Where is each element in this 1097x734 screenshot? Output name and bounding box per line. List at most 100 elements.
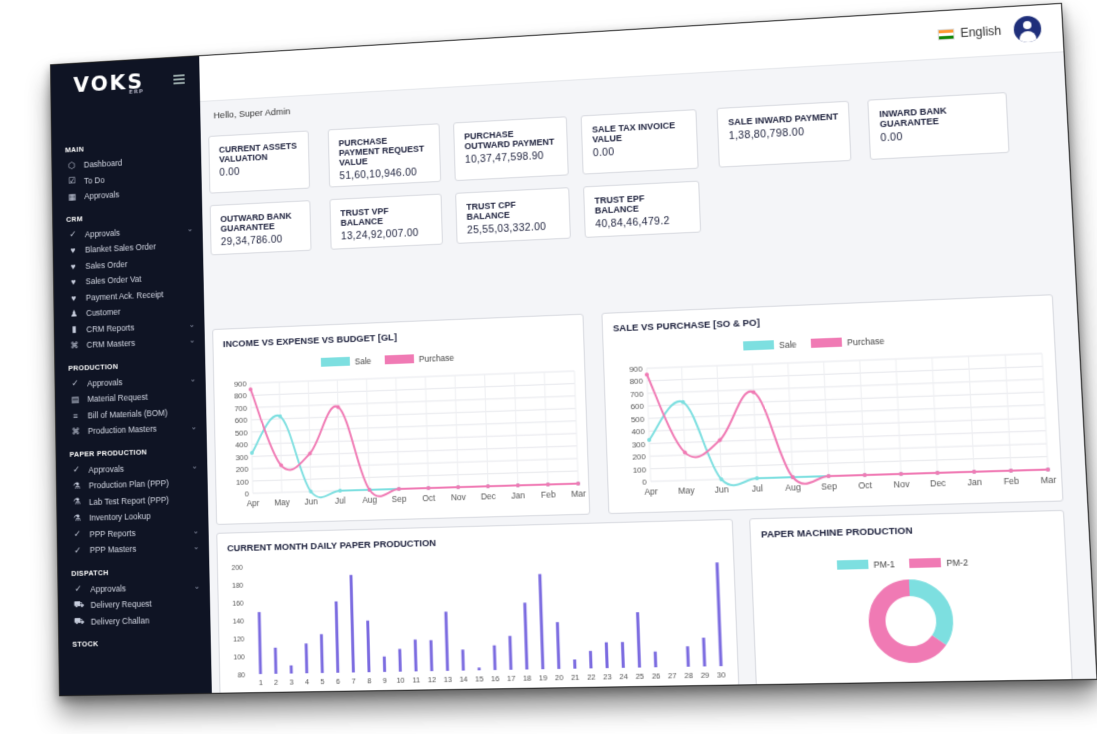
data-point[interactable] (935, 471, 939, 475)
bar[interactable] (290, 665, 293, 673)
data-point[interactable] (755, 476, 759, 480)
bar[interactable] (523, 603, 528, 670)
bar[interactable] (508, 636, 512, 670)
bar[interactable] (556, 622, 561, 669)
kpi-card[interactable]: PURCHASE OUTWARD PAYMENT 10,37,47,598.90 (453, 116, 569, 181)
bar[interactable] (493, 645, 497, 670)
x-tick-label: Sep (392, 494, 407, 504)
y-tick-label: 400 (631, 427, 645, 437)
y-tick-label: 700 (234, 404, 248, 414)
check-circle-icon: ✓ (73, 545, 83, 556)
kpi-card-value: 40,84,46,479.2 (595, 214, 690, 230)
check-circle-icon: ✓ (68, 229, 77, 240)
data-point[interactable] (1009, 469, 1013, 473)
india-flag-icon (937, 28, 954, 40)
data-point[interactable] (426, 486, 430, 490)
bar[interactable] (589, 651, 593, 669)
grid-line (308, 381, 311, 492)
bar[interactable] (636, 612, 641, 667)
line-chart-svg: 0100200300400500600700800900Apr May Jun Jul… (213, 315, 591, 526)
x-tick-label: 7 (351, 676, 355, 685)
language-selector[interactable]: English (937, 24, 1002, 42)
bar[interactable] (478, 668, 481, 671)
bar[interactable] (258, 612, 262, 674)
data-point[interactable] (972, 470, 976, 474)
kpi-card[interactable]: PURCHASE PAYMENT REQUEST VALUE 51,60,10,… (328, 123, 441, 187)
bar[interactable] (429, 640, 433, 671)
sidebar-item-label: Production Masters (88, 424, 157, 436)
bar[interactable] (573, 659, 576, 668)
sidebar: MAIN ⬡ Dashboard ☑ To Do ▦ Approvals CRM… (52, 102, 212, 695)
bar[interactable] (702, 638, 706, 667)
bar[interactable] (444, 612, 449, 671)
greeting: Hello, Super Admin (213, 106, 290, 121)
x-tick-label: 26 (652, 671, 661, 681)
check-circle-icon: ✓ (72, 465, 81, 476)
x-tick-label: 2 (274, 678, 278, 687)
chevron-down-icon: ⌄ (193, 526, 200, 535)
bar[interactable] (383, 656, 386, 671)
bar[interactable] (398, 649, 402, 672)
bar[interactable] (686, 646, 690, 666)
data-point[interactable] (456, 485, 460, 489)
bar[interactable] (335, 601, 340, 672)
kpi-card[interactable]: SALE INWARD PAYMENT 1,38,80,798.00 (717, 101, 852, 168)
hamburger-menu-icon[interactable] (173, 74, 184, 84)
bar[interactable] (654, 652, 658, 668)
pie-slice[interactable] (909, 579, 954, 646)
kpi-card[interactable]: INWARD BANK GUARANTEE 0.00 (867, 92, 1009, 160)
data-point[interactable] (546, 482, 550, 486)
data-point[interactable] (397, 487, 401, 491)
bar[interactable] (605, 642, 609, 668)
data-point[interactable] (863, 473, 867, 477)
bar[interactable] (461, 650, 465, 671)
grid-line (649, 418, 1045, 431)
data-point[interactable] (826, 474, 830, 478)
grid-line (514, 373, 518, 485)
bar[interactable] (320, 634, 324, 673)
bar[interactable] (414, 640, 418, 672)
data-point[interactable] (338, 489, 342, 493)
x-tick-label: Jan (967, 478, 982, 488)
user-plus-icon: ♟ (69, 308, 78, 319)
bar[interactable] (715, 562, 722, 666)
chevron-down-icon: ⌄ (189, 336, 196, 345)
y-tick-label: 400 (235, 440, 249, 450)
data-point[interactable] (1046, 467, 1050, 471)
kpi-card-value: 29,34,786.00 (221, 233, 301, 248)
sidebar-item[interactable]: ⛟ Delivery Challan (59, 611, 211, 630)
y-tick-label: 100 (233, 654, 245, 661)
bar[interactable] (305, 643, 309, 673)
sidebar-item-label: Approvals (84, 190, 119, 201)
kpi-card[interactable]: TRUST EPF BALANCE 40,84,46,479.2 (583, 181, 701, 238)
sidebar-item-label: Sales Order Vat (86, 274, 142, 286)
bar[interactable] (621, 642, 625, 668)
x-tick-label: Jun (304, 497, 318, 507)
kpi-card[interactable]: TRUST VPF BALANCE 13,24,92,007.00 (329, 194, 443, 250)
kpi-card[interactable]: SALE TAX INVOICE VALUE 0.00 (581, 109, 699, 174)
bar[interactable] (274, 648, 277, 674)
sidebar-item-label: To Do (84, 175, 105, 186)
data-point[interactable] (486, 484, 490, 488)
bar[interactable] (366, 621, 370, 673)
shirt-icon: ♥ (69, 277, 78, 287)
data-point[interactable] (516, 483, 520, 487)
user-avatar-icon[interactable] (1013, 15, 1042, 43)
kpi-card[interactable]: OUTWARD BANK GUARANTEE 29,34,786.00 (210, 200, 312, 255)
data-point[interactable] (576, 482, 580, 486)
sidebar-item-label: Approvals (87, 377, 122, 388)
bar[interactable] (538, 574, 544, 669)
bar[interactable] (350, 575, 355, 673)
y-tick-label: 160 (232, 600, 244, 607)
data-point[interactable] (899, 472, 903, 476)
kpi-card-value: 1,38,80,798.00 (729, 124, 840, 142)
sidebar-item-label: Material Request (87, 392, 147, 404)
kpi-card[interactable]: TRUST CPF BALANCE 25,55,03,332.00 (455, 187, 571, 244)
sidebar-item-label: Approvals (90, 583, 126, 594)
kpi-card[interactable]: CURRENT ASSETS VALUATION 0.00 (208, 130, 310, 193)
grid-line (252, 433, 577, 444)
x-tick-label: 23 (603, 672, 612, 682)
grid-line (485, 374, 488, 486)
brand[interactable]: VOKS ERP (51, 56, 200, 110)
x-tick-label: Jun (715, 485, 730, 495)
